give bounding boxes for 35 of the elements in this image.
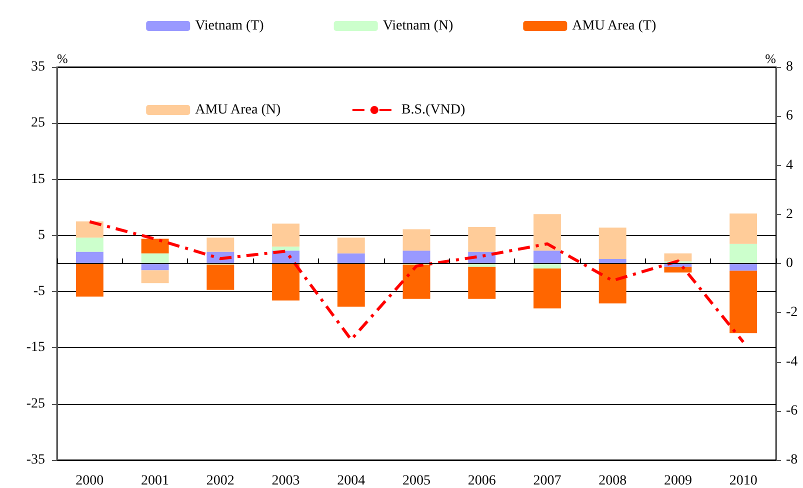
- x-tick-label: 2008: [598, 474, 627, 488]
- legend-label: AMU Area (N): [195, 102, 281, 118]
- x-tick-label: 2005: [402, 474, 430, 488]
- y2-tick-label: 6: [786, 108, 793, 124]
- x-tick-label: 2007: [533, 474, 562, 488]
- y2-axis-title: %: [765, 51, 776, 66]
- y-tick-label: -5: [33, 284, 45, 300]
- legend-label: B.S.(VND): [401, 102, 466, 118]
- y2-tick-label: -8: [786, 452, 798, 468]
- x-tick-label: 2001: [141, 474, 170, 488]
- x-tick-label: 2004: [337, 474, 366, 488]
- y-tick-label: 35: [31, 60, 45, 74]
- x-tick-label: 2010: [729, 474, 758, 488]
- x-tick-label: 2000: [76, 474, 104, 488]
- y2-tick-label: 4: [786, 158, 793, 173]
- y2-tick-label: 0: [786, 256, 793, 271]
- x-tick-label: 2006: [468, 474, 496, 488]
- x-tick-label: 2002: [206, 474, 234, 488]
- y-tick-label: 15: [31, 172, 45, 187]
- y2-tick-label: -2: [786, 305, 798, 320]
- legend-label: Vietnam (T): [195, 18, 264, 34]
- y2-tick-label: 2: [786, 206, 793, 222]
- y-tick-label: -35: [26, 452, 45, 468]
- x-tick-label: 2009: [664, 474, 692, 488]
- y-axis-title: %: [57, 51, 68, 66]
- y-tick-label: -25: [26, 396, 45, 412]
- y2-tick-label: -6: [786, 403, 798, 418]
- y-tick-label: 25: [31, 116, 45, 131]
- y-tick-label: -15: [26, 340, 45, 356]
- y-tick-label: 5: [38, 228, 45, 243]
- x-tick-label: 2003: [272, 474, 300, 488]
- y2-tick-label: -4: [786, 354, 798, 370]
- y2-tick-label: 8: [786, 60, 793, 74]
- legend-label: Vietnam (N): [382, 18, 454, 34]
- legend-label: AMU Area (T): [572, 18, 656, 34]
